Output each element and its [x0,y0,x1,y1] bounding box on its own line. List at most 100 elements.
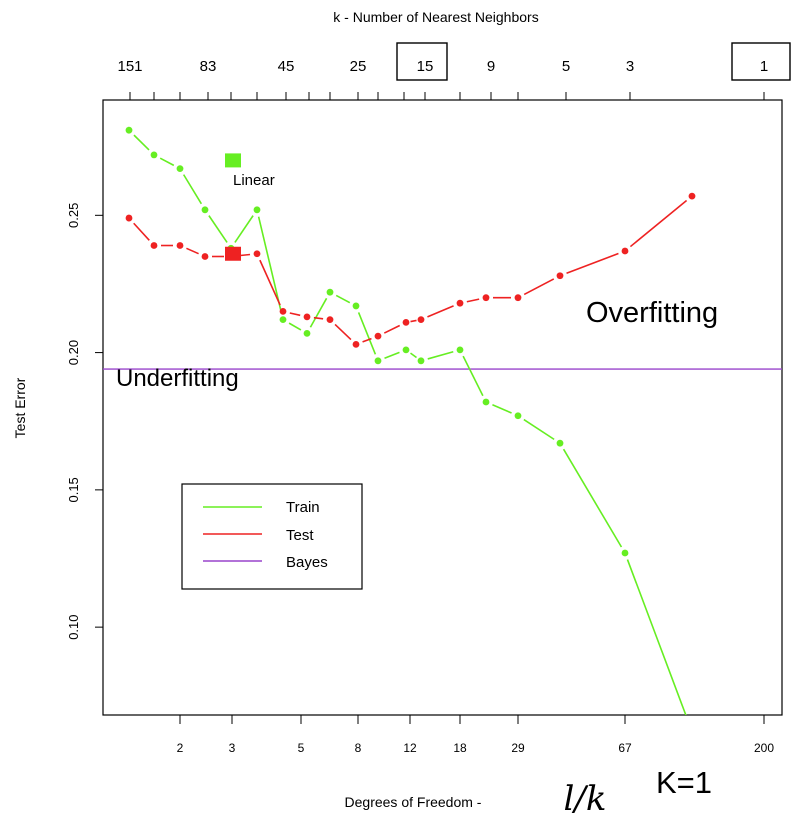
top-tick-label: 5 [562,58,570,75]
test-segment [186,247,199,255]
top-tick-label: 25 [350,58,367,75]
top-tick-box [731,42,791,81]
train-segment [523,418,555,441]
test-point [150,242,158,249]
x-tick-label: 8 [355,741,362,755]
top-tick-label: 3 [626,58,634,75]
test-point [482,294,490,302]
series-layer [103,126,782,715]
test-segment [566,252,619,274]
y-tick-label: 0.15 [66,477,81,502]
top-tick-box [396,42,448,81]
test-series [125,192,696,348]
underfitting-label: Underfitting [116,365,239,392]
linear-train-marker [225,153,241,168]
top-tick-label: 15 [417,58,434,75]
test-segment [313,316,324,320]
top-tick-label: 83 [200,58,217,75]
x-axis-title: Degrees of Freedom - [345,794,482,810]
bottom-axis-ticks: 2 3 5 8 12 18 29 67 200 [177,715,774,755]
legend-label-bayes: Bayes [286,554,328,571]
linear-test-marker [225,246,241,261]
top-tick-label: 1 [760,58,768,75]
train-segment [410,352,417,359]
test-segment [629,199,688,248]
train-point [279,316,287,324]
train-point [402,346,410,354]
train-point [253,206,261,214]
train-segment [309,297,328,328]
test-point [417,316,425,324]
train-segment [159,157,175,167]
x-tick-label: 200 [754,741,774,755]
train-segment [133,134,150,151]
test-segment [383,324,401,334]
test-point [514,294,522,302]
train-segment [626,559,687,715]
train-point [374,357,382,365]
train-segment [234,215,254,243]
legend: Train Test Bayes [181,483,363,590]
y-axis-title: Test Error [12,377,28,438]
train-segment [384,351,400,360]
train-point [176,165,184,173]
test-segment [259,259,281,306]
k1-label: K=1 [656,765,712,800]
train-segment [208,215,228,243]
plot-frame [102,99,783,716]
top-tick-label: 151 [117,58,142,75]
test-segment [133,222,150,241]
top-tick-label: 9 [487,58,495,75]
test-point [402,318,410,326]
test-point [621,247,629,255]
train-series [125,126,687,715]
train-point [621,549,629,557]
train-segment [357,312,377,355]
top-tick-label: 45 [278,58,295,75]
test-point [176,242,184,249]
train-point [456,346,464,354]
train-segment [427,350,454,360]
train-segment [462,355,484,397]
test-point [253,250,261,258]
train-point [150,151,158,159]
y-tick-label: 0.20 [66,340,81,365]
x-tick-label: 67 [618,741,632,755]
train-point [303,329,311,337]
linear-label: Linear [233,172,275,189]
train-segment [288,322,302,331]
train-segment [335,294,351,304]
train-point [326,288,334,296]
train-point [352,302,360,310]
top-axis-ticks: 151 83 45 25 15 9 5 3 1 [117,42,791,100]
x-tick-label: 18 [453,741,467,755]
test-segment [523,278,555,296]
train-point [125,126,133,134]
test-point [279,308,287,315]
legend-box [181,483,363,590]
x-tick-label: 5 [298,741,305,755]
test-segment [410,319,417,323]
x-axis-formula: l/k [564,779,607,819]
test-point [303,313,311,321]
test-segment [362,337,372,343]
overfitting-label: Overfitting [586,297,718,329]
x-tick-label: 3 [229,741,236,755]
y-axis-ticks: 0.10 0.15 0.20 0.25 [66,203,103,640]
train-point [556,439,564,447]
test-segment [427,305,454,318]
y-tick-label: 0.25 [66,203,81,228]
test-segment [466,298,480,303]
test-segment [334,323,352,341]
train-segment [182,174,203,205]
test-point [556,272,564,280]
x-tick-label: 12 [403,741,417,755]
test-segment [289,312,301,317]
y-tick-label: 0.10 [66,614,81,639]
legend-label-test: Test [286,527,314,544]
x-tick-label: 2 [177,741,184,755]
train-segment [257,216,283,314]
train-segment [562,448,623,548]
test-point [352,340,360,348]
